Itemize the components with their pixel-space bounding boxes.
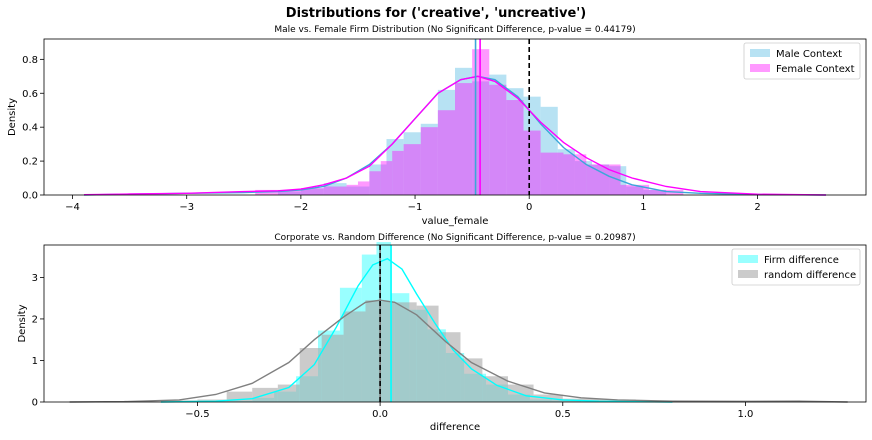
histogram-bar-1 — [563, 154, 587, 195]
histogram-bar-1 — [420, 127, 438, 195]
histogram-bar-0 — [278, 191, 301, 195]
histogram-bar-0 — [420, 123, 438, 195]
histogram-bar-1 — [226, 391, 253, 402]
histogram-bar-0 — [346, 186, 370, 195]
kde-curve-0 — [160, 257, 673, 403]
histogram-bar-1 — [357, 181, 370, 195]
histogram-bar-1 — [300, 188, 324, 195]
histogram-bar-1 — [523, 130, 541, 195]
histogram-bar-0 — [592, 164, 610, 195]
histogram-bar-1 — [649, 189, 684, 195]
y-axis-label: Density — [7, 98, 18, 136]
legend-label-1: Female Context — [776, 64, 855, 75]
y-axis-label: Density — [17, 304, 28, 342]
plot-frame — [43, 244, 867, 403]
x-axis-label: value_female — [422, 216, 489, 227]
histogram-bar-1 — [380, 301, 395, 402]
legend-label-0: Firm difference — [764, 255, 839, 266]
histogram-bar-0 — [323, 183, 347, 195]
histogram-bar-0 — [609, 166, 627, 195]
histogram-bar-0 — [455, 67, 473, 195]
bottom-chart: Corporate vs. Random Difference (No Sign… — [17, 233, 867, 433]
histogram-bar-0 — [643, 189, 667, 195]
histogram-bar-1 — [506, 100, 524, 195]
histogram-bar-0 — [386, 139, 404, 195]
histogram-bar-1 — [346, 184, 358, 195]
legend-swatch-0 — [738, 255, 758, 263]
histogram-bar-0 — [369, 164, 387, 195]
plot-frame — [43, 38, 867, 196]
legend-box — [731, 248, 861, 286]
histogram-bar-1 — [278, 189, 301, 195]
histogram-bar-0 — [523, 96, 541, 195]
legend-swatch-1 — [738, 270, 758, 278]
histogram-bar-1 — [455, 83, 473, 195]
histogram-bar-0 — [626, 186, 644, 195]
x-tick-label: −0.5 — [185, 409, 209, 420]
figure-title: Distributions for ('creative', 'uncreati… — [286, 6, 586, 21]
y-tick-label: 0.6 — [22, 89, 38, 100]
x-tick-label: 2 — [754, 202, 760, 213]
histogram-bar-1 — [482, 376, 508, 402]
x-tick-label: 0 — [526, 202, 532, 213]
legend-swatch-1 — [750, 64, 770, 72]
x-tick-label: 1 — [640, 202, 646, 213]
histogram-bar-1 — [394, 302, 417, 402]
y-tick-label: 0.4 — [22, 123, 38, 134]
y-tick-label: 0.2 — [22, 157, 38, 168]
histogram-bar-0 — [403, 132, 421, 195]
subplot-title: Corporate vs. Random Difference (No Sign… — [274, 233, 635, 243]
y-tick-label: 0.8 — [22, 55, 38, 66]
x-tick-label: −2 — [294, 202, 309, 213]
y-tick-label: 0.0 — [22, 191, 38, 202]
histogram-bar-1 — [586, 164, 621, 195]
histogram-bar-0 — [557, 149, 575, 195]
kde-curve-1 — [83, 75, 827, 196]
histogram-bar-0 — [300, 188, 324, 195]
histogram-bar-0 — [574, 161, 592, 195]
histogram-bar-1 — [620, 184, 650, 195]
histogram-bar-1 — [540, 152, 564, 195]
legend-box — [743, 42, 861, 80]
legend-label-1: random difference — [764, 270, 856, 281]
x-axis-label: difference — [430, 422, 480, 433]
subplot-title: Male vs. Female Firm Distribution (No Si… — [274, 25, 635, 35]
y-tick-label: 2 — [32, 314, 38, 325]
histogram-bar-1 — [460, 358, 483, 402]
x-tick-label: −4 — [65, 202, 80, 213]
histogram-bar-1 — [369, 171, 381, 195]
y-tick-label: 1 — [32, 356, 38, 367]
histogram-bar-1 — [343, 311, 366, 402]
histogram-bar-1 — [416, 305, 439, 402]
histogram-bar-1 — [380, 161, 393, 195]
top-chart: Male vs. Female Firm Distribution (No Si… — [7, 25, 867, 227]
histogram-bar-0 — [437, 89, 455, 195]
x-tick-label: 1.0 — [737, 409, 753, 420]
legend-swatch-0 — [750, 49, 770, 57]
y-tick-label: 0 — [32, 398, 38, 409]
x-tick-label: 0.0 — [372, 409, 388, 420]
x-tick-label: 0.5 — [555, 409, 571, 420]
histogram-bar-1 — [489, 84, 507, 195]
histogram-bar-1 — [365, 300, 381, 402]
histogram-bar-1 — [323, 186, 347, 195]
x-tick-label: −1 — [408, 202, 423, 213]
histogram-bar-0 — [506, 88, 524, 195]
histogram-bar-1 — [392, 150, 404, 195]
histogram-bar-1 — [403, 144, 421, 195]
kde-curve-1 — [69, 299, 848, 403]
y-tick-label: 3 — [32, 273, 38, 284]
x-tick-label: −3 — [179, 202, 194, 213]
histogram-bar-1 — [438, 332, 461, 402]
histogram-bar-1 — [437, 110, 455, 195]
histogram-bar-1 — [321, 334, 344, 402]
histogram-bar-0 — [489, 74, 507, 195]
legend-label-0: Male Context — [776, 49, 842, 60]
